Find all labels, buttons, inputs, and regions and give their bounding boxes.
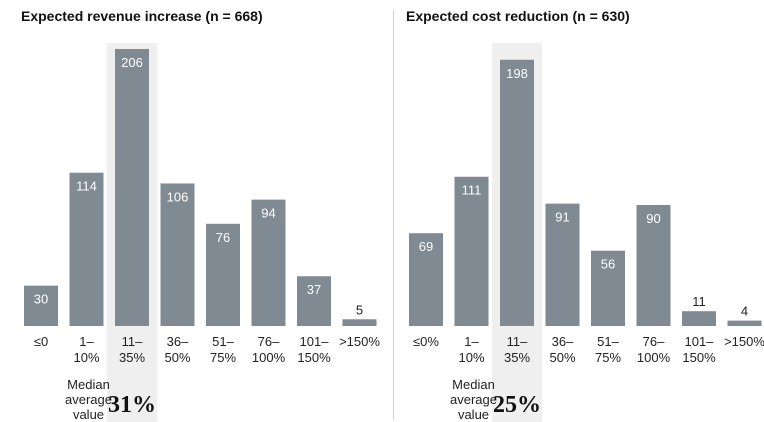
data-label: 198 (506, 66, 528, 81)
chart-title-cost: Expected cost reduction (n = 630) (406, 8, 630, 24)
data-label: 111 (462, 183, 482, 198)
data-label: 69 (419, 239, 433, 254)
data-label: 4 (741, 304, 748, 319)
tick-label: 101– 150% (297, 334, 331, 365)
median-value: 31% (108, 392, 156, 418)
data-label: 5 (356, 302, 363, 317)
bar (251, 199, 286, 326)
bar (297, 276, 331, 326)
tick-label: 76– 100% (637, 334, 671, 365)
bar (115, 49, 149, 326)
bar (206, 223, 240, 326)
bar (342, 319, 377, 326)
tick-label: 11– 35% (119, 334, 145, 365)
data-label: 30 (34, 292, 48, 307)
data-label: 90 (646, 211, 660, 226)
bar (727, 320, 762, 326)
bar (636, 204, 671, 326)
data-label: 91 (555, 210, 569, 225)
bar (24, 285, 58, 326)
data-label: 76 (216, 230, 230, 245)
tick-label: >150% (724, 334, 764, 349)
tick-label: 51– 75% (210, 334, 236, 365)
data-label: 56 (601, 257, 615, 272)
bar (69, 172, 104, 326)
bar (682, 311, 716, 326)
tick-label: 36– 50% (164, 334, 190, 365)
median-label: Median average value (450, 377, 497, 422)
median-label: Median average value (65, 377, 112, 422)
tick-label: 1– 10% (73, 334, 99, 365)
tick-label: 36– 50% (549, 334, 575, 365)
tick-label: 101– 150% (682, 334, 716, 365)
tick-label: 1– 10% (458, 334, 484, 365)
data-label: 114 (76, 179, 97, 194)
tick-label: ≤0 (34, 334, 48, 349)
panel-divider (393, 10, 394, 420)
data-label: 37 (307, 282, 321, 297)
data-label: 11 (692, 294, 706, 309)
tick-label: 11– 35% (504, 334, 530, 365)
data-label: 206 (121, 55, 143, 70)
tick-label: >150% (339, 334, 380, 349)
bar (500, 59, 534, 326)
tick-label: ≤0% (413, 334, 439, 349)
tick-label: 51– 75% (595, 334, 621, 365)
bar (545, 203, 580, 326)
data-label: 106 (167, 189, 189, 204)
bar (160, 183, 195, 326)
bar (409, 233, 443, 326)
bar (591, 250, 625, 326)
tick-label: 76– 100% (252, 334, 286, 365)
median-value: 25% (493, 392, 541, 418)
bar (454, 176, 489, 326)
chart-title-revenue: Expected revenue increase (n = 668) (21, 8, 263, 24)
data-label: 94 (261, 206, 275, 221)
